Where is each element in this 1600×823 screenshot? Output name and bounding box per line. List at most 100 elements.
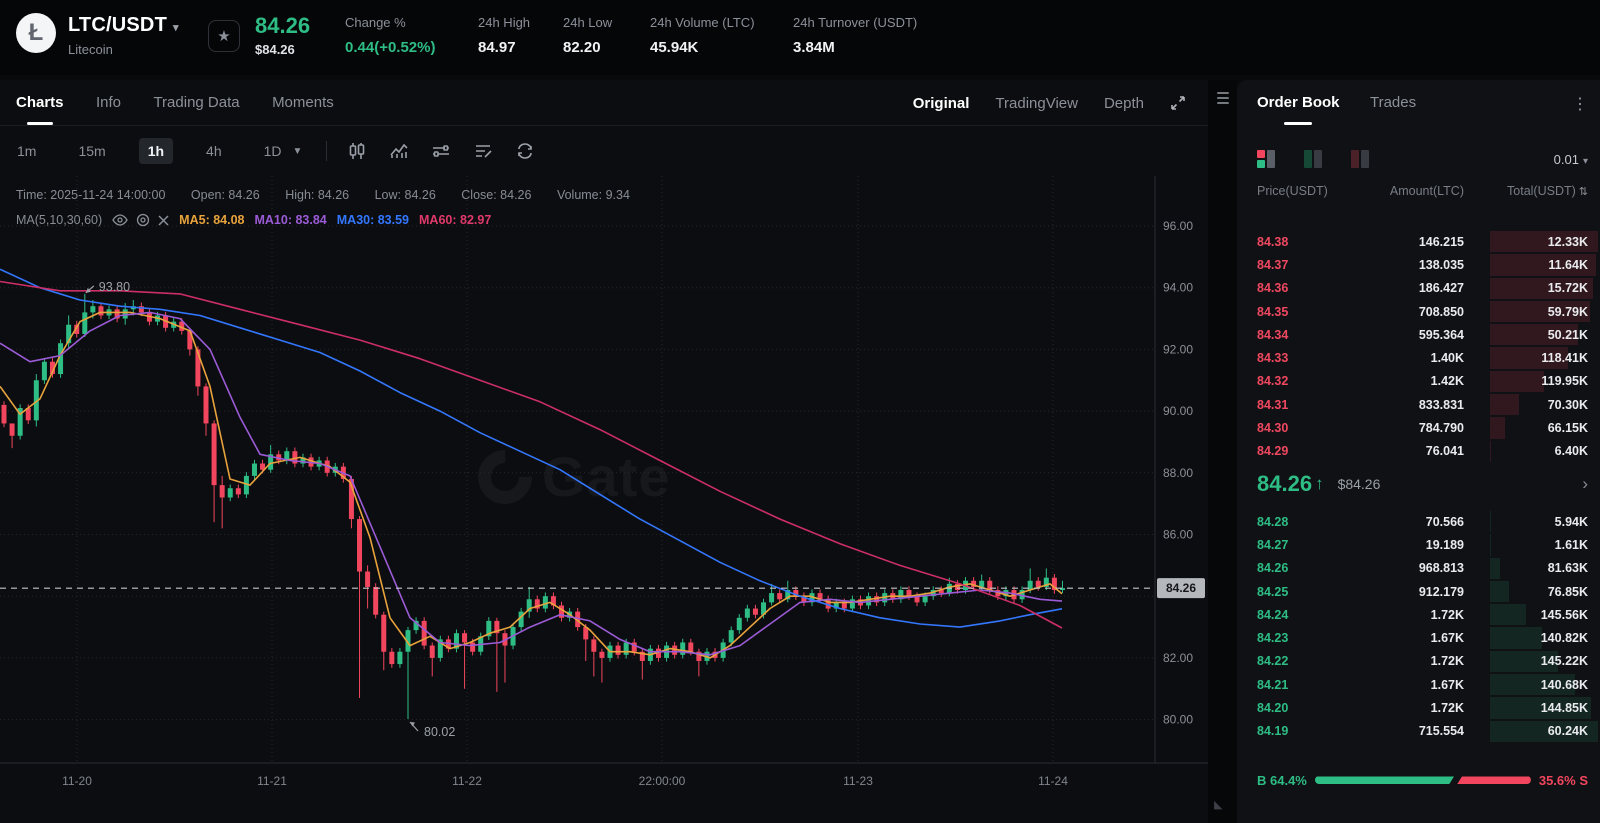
bid-row[interactable]: 84.19 715.554 60.24K [1237,720,1600,743]
ask-row[interactable]: 84.30 784.790 66.15K [1237,416,1600,439]
chevron-right-icon[interactable]: › [1582,473,1588,493]
ask-row[interactable]: 84.29 76.041 6.40K [1237,440,1600,463]
timeframe-4h[interactable]: 4h [206,143,222,159]
chart-toolbar: 1m 15m 1h 4h 1D ▼ [0,126,1212,176]
precision-selector[interactable]: 0.01 ▾ [1553,151,1588,167]
bids-list: 84.28 70.566 5.94K 84.27 19.189 1.61K 84.26 968… [1237,510,1600,743]
ask-row[interactable]: 84.32 1.42K 119.95K [1237,370,1600,393]
ask-row[interactable]: 84.38 146.215 12.33K [1237,230,1600,253]
svg-text:94.00: 94.00 [1163,281,1193,295]
line-chart-icon[interactable] [389,142,409,160]
bid-row[interactable]: 84.25 912.179 76.85K [1237,580,1600,603]
last-price-usd: $84.26 [255,42,295,57]
bid-row[interactable]: 84.27 19.189 1.61K [1237,533,1600,556]
ask-total: 50.21K [1547,327,1588,342]
svg-text:90.00: 90.00 [1163,404,1193,418]
depth-bar [1490,720,1598,742]
kebab-menu-icon[interactable]: ⋮ [1572,96,1588,113]
ma5-value: MA5: 84.08 [179,213,245,227]
ohlc-low: Low: 84.26 [374,188,436,202]
star-icon: ★ [217,28,231,45]
tab-order-book[interactable]: Order Book [1257,80,1340,125]
ask-amount: 708.850 [1418,304,1464,319]
buy-ratio-bar [1315,776,1454,784]
svg-text:84.26: 84.26 [1166,581,1196,595]
ask-row[interactable]: 84.34 595.364 50.21K [1237,323,1600,346]
compare-refresh-icon[interactable] [515,142,535,160]
ask-total: 59.79K [1547,304,1588,319]
bid-total: 76.85K [1547,584,1588,599]
ma-settings-icon[interactable] [136,213,150,227]
stat-high: 24h High 84.97 [478,15,530,56]
low-value: 82.20 [563,39,601,56]
timeframe-dropdown-icon[interactable]: ▼ [292,145,303,157]
bid-total: 145.22K [1540,654,1588,669]
pair-selector[interactable]: LTC/USDT ▾ [68,14,179,37]
book-mode-asks-icon[interactable] [1351,150,1371,168]
bid-price: 84.26 [1257,561,1289,576]
view-mode-depth[interactable]: Depth [1103,94,1144,112]
ask-price: 84.34 [1257,327,1289,342]
book-mode-both-icon[interactable] [1257,150,1277,168]
ask-row[interactable]: 84.33 1.40K 118.41K [1237,346,1600,369]
depth-bar [1490,557,1501,579]
coin-name: Litecoin [68,42,113,57]
depth-bar [1490,347,1568,369]
favorite-button[interactable]: ★ [208,20,240,52]
ask-row[interactable]: 84.37 138.035 11.64K [1237,253,1600,276]
bid-total: 140.82K [1540,631,1588,646]
ask-row[interactable]: 84.35 708.850 59.79K [1237,300,1600,323]
eye-icon[interactable] [112,214,128,226]
timeframe-1d[interactable]: 1D [263,143,282,159]
fullscreen-expand-icon[interactable] [1170,95,1186,111]
tab-trading-data[interactable]: Trading Data [153,94,240,111]
indicator-list-icon[interactable] [473,142,493,160]
depth-bar [1490,277,1594,299]
mid-price-row[interactable]: 84.26 ↑ $84.26 › [1257,466,1588,502]
sell-ratio-bar [1456,776,1531,785]
bid-row[interactable]: 84.26 968.813 81.63K [1237,557,1600,580]
svg-text:80.02: 80.02 [424,725,455,739]
panel-drag-handle-icon[interactable] [1217,92,1229,107]
col-price: Price(USDT) [1257,184,1328,198]
bid-row[interactable]: 84.28 70.566 5.94K [1237,510,1600,533]
col-amount: Amount(LTC) [1389,184,1464,198]
tab-charts[interactable]: Charts [16,80,64,125]
timeframe-1h[interactable]: 1h [138,138,174,164]
depth-bar [1490,650,1559,673]
ask-row[interactable]: 84.36 186.427 15.72K [1237,277,1600,300]
close-icon[interactable] [158,214,169,226]
candlestick-style-icon[interactable] [347,142,367,160]
indicator-settings-icon[interactable] [431,142,451,160]
svg-text:93.80: 93.80 [99,280,130,294]
depth-bar [1490,697,1592,719]
tab-trades[interactable]: Trades [1369,94,1417,111]
ask-price: 84.38 [1257,234,1289,249]
resize-grip-icon[interactable]: ◢ [1214,799,1223,811]
bid-row[interactable]: 84.23 1.67K 140.82K [1237,626,1600,649]
chart-area[interactable]: Time: 2025-11-24 14:00:00 Open: 84.26 Hi… [0,176,1212,822]
unit-toggle-icon[interactable]: ⇅ [1578,186,1588,198]
bid-row[interactable]: 84.22 1.72K 145.22K [1237,650,1600,673]
timeframe-1m[interactable]: 1m [17,143,37,159]
bid-row[interactable]: 84.24 1.72K 145.56K [1237,603,1600,626]
mid-price-usd: $84.26 [1337,475,1381,492]
tab-moments[interactable]: Moments [272,94,334,111]
ohlc-high: High: 84.26 [285,188,350,202]
view-mode-tradingview[interactable]: TradingView [995,94,1078,112]
book-mode-bids-icon[interactable] [1304,150,1324,168]
svg-text:86.00: 86.00 [1163,528,1193,542]
tab-info[interactable]: Info [95,94,121,111]
order-book-controls: 0.01 ▾ [1257,148,1588,170]
bid-price: 84.28 [1257,514,1289,529]
bid-price: 84.25 [1257,584,1289,599]
depth-bar [1490,510,1491,533]
bid-row[interactable]: 84.21 1.67K 140.68K [1237,673,1600,696]
ask-row[interactable]: 84.31 833.831 70.30K [1237,393,1600,416]
ma60-value: MA60: 82.97 [419,213,492,227]
timeframe-15m[interactable]: 15m [78,143,106,159]
candlestick-chart[interactable]: 11-20 11-21 11-22 22:00:00 11-23 11-24 96.00 94… [0,176,1212,822]
bid-row[interactable]: 84.20 1.72K 144.85K [1237,696,1600,719]
view-mode-original[interactable]: Original [912,94,970,112]
turnover-value: 3.84M [793,39,835,56]
